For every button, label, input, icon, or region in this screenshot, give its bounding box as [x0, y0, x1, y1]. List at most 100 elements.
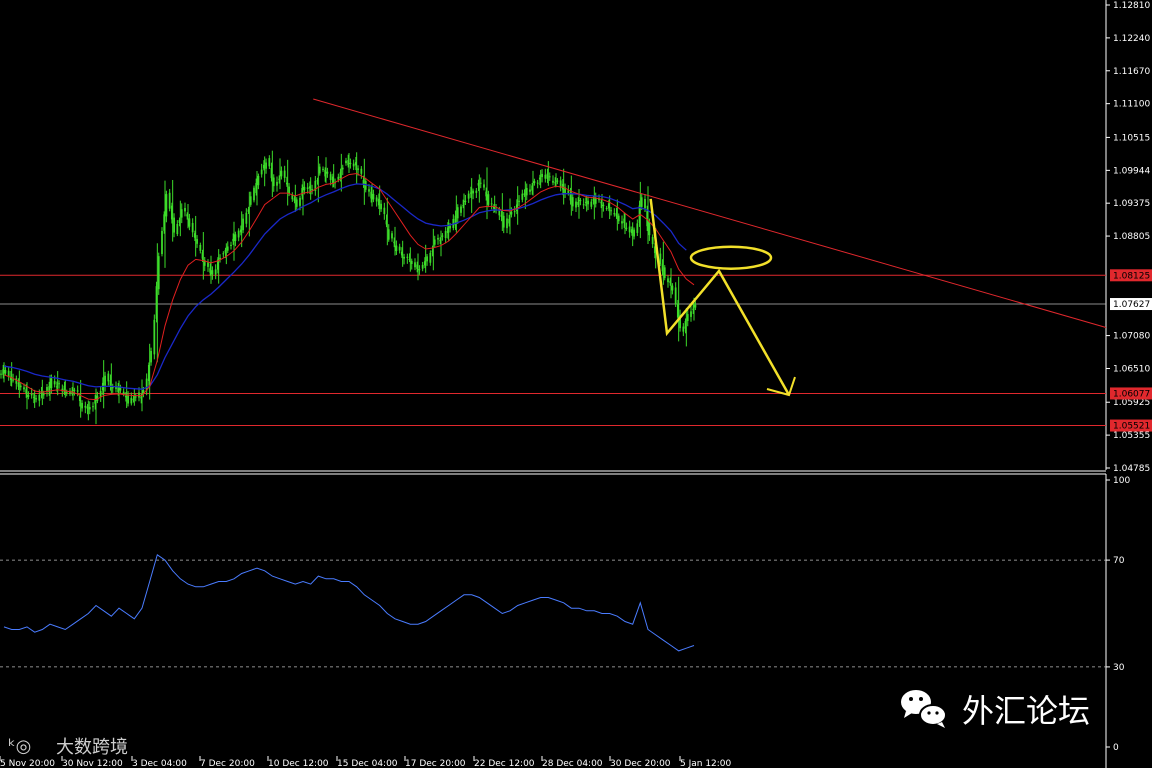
candle-body	[299, 197, 301, 206]
candle-body	[214, 269, 217, 275]
price-tick-label: 1.11670	[1113, 67, 1150, 77]
candle-body	[421, 264, 424, 269]
candle-body	[584, 201, 587, 203]
candle-body	[86, 406, 89, 409]
time-tick-label: 28 Dec 04:00	[542, 759, 603, 768]
candle-body	[694, 304, 697, 308]
candle-body	[546, 173, 549, 179]
candle-body	[398, 246, 401, 251]
candle-body	[523, 193, 526, 195]
candle-body	[653, 246, 656, 254]
projection-arrowhead	[766, 376, 796, 397]
level-price-tag	[1110, 419, 1152, 432]
candle-body	[630, 229, 633, 234]
price-tick-label: 1.12240	[1113, 34, 1150, 44]
candle-body	[502, 215, 505, 228]
candle-body	[684, 321, 687, 329]
candle-body	[418, 269, 421, 271]
candle-body	[147, 365, 150, 381]
level-price-tag	[1110, 269, 1152, 282]
wechat-icon	[901, 690, 947, 728]
candle-body	[387, 229, 390, 240]
candle-body	[521, 193, 524, 200]
level-price-tag	[1110, 387, 1152, 400]
price-tick-label: 1.05925	[1113, 398, 1150, 408]
candle-body	[176, 223, 179, 235]
candle-body	[25, 389, 28, 394]
time-tick-label: 5 Nov 20:00	[0, 759, 55, 768]
candle-body	[354, 162, 357, 166]
candle-body	[406, 256, 409, 258]
candle-body	[311, 189, 313, 191]
candle-body	[188, 218, 191, 227]
support-resistance-levels	[0, 274, 1106, 427]
wechat-watermark: 外汇论坛	[901, 690, 1090, 730]
candle-body	[475, 190, 478, 193]
candle-body	[633, 229, 635, 237]
candle-body	[40, 391, 43, 394]
candle-body	[224, 249, 227, 253]
candle-body	[408, 258, 411, 260]
candle-body	[161, 230, 163, 255]
time-tick-label: 7 Dec 20:00	[200, 759, 255, 768]
candle-body	[439, 240, 442, 242]
level-price-tag-label: 1.08125	[1113, 271, 1150, 281]
candle-body	[237, 230, 240, 238]
candle-body	[249, 196, 252, 205]
candle-body	[255, 183, 258, 194]
candle-body	[383, 207, 386, 215]
candle-body	[525, 187, 528, 196]
candle-body	[30, 393, 33, 396]
price-axis-ticks: 1.12810 1.12240 1.11670 1.11100 1.10515 1.099…	[1106, 1, 1150, 474]
candle-body	[196, 239, 198, 244]
candle-body	[646, 211, 649, 227]
time-axis: 5 Nov 20:00 30 Nov 12:00 3 Dec 04:00 7 Dec …	[0, 756, 732, 768]
candle-body	[400, 251, 403, 256]
candle-body	[122, 391, 125, 395]
time-tick-label: 3 Dec 04:00	[132, 759, 187, 768]
candle-body	[621, 221, 623, 224]
candle-body	[78, 396, 81, 401]
candle-body	[462, 205, 465, 207]
osc-tick-label: 100	[1113, 476, 1130, 486]
candle-body	[119, 387, 122, 391]
candle-body	[446, 227, 449, 233]
candle-body	[301, 188, 304, 196]
candle-body	[375, 197, 378, 202]
candle-body	[173, 217, 175, 233]
price-tags: 1.08125 1.06077 1.05521 1.07627	[1110, 269, 1152, 432]
candle-body	[35, 398, 37, 400]
candle-body	[184, 208, 186, 212]
candle-body	[368, 189, 370, 192]
candle-body	[280, 170, 283, 177]
candle-body	[50, 378, 53, 389]
candle-body	[498, 208, 501, 216]
candle-body	[124, 395, 127, 398]
candle-body	[94, 398, 97, 404]
time-tick-label: 15 Dec 04:00	[337, 759, 398, 768]
candle-body	[168, 192, 171, 209]
level-price-tag-label: 1.05521	[1113, 422, 1150, 432]
candle-body	[372, 193, 375, 200]
candle-body	[153, 319, 156, 355]
candle-body	[23, 387, 25, 390]
candle-body	[27, 395, 30, 397]
candle-body	[692, 308, 695, 310]
watermark-text: 外汇论坛	[962, 692, 1090, 730]
candle-body	[577, 201, 580, 205]
candle-body	[485, 191, 488, 197]
oscillator-line	[3, 553, 695, 652]
candle-body	[92, 406, 94, 408]
candle-body	[579, 200, 582, 202]
price-tick-label: 1.06510	[1113, 364, 1150, 374]
candle-body	[582, 204, 585, 206]
candle-body	[431, 250, 434, 253]
candle-body	[345, 160, 347, 164]
candle-body	[460, 206, 462, 213]
candle-body	[303, 186, 306, 191]
candle-body	[605, 208, 608, 210]
time-tick-label: 10 Dec 12:00	[268, 759, 329, 768]
candle-body	[270, 167, 273, 179]
candle-body	[48, 386, 51, 393]
candle-body	[454, 215, 457, 226]
